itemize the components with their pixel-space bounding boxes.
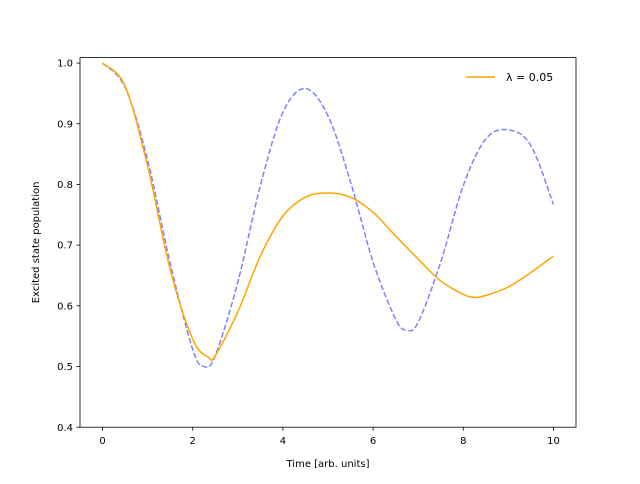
y-tick-label: 0.7 (57, 241, 73, 252)
legend: λ = 0.05 (466, 71, 553, 84)
x-tick-label: 8 (460, 436, 466, 447)
axes-frame (79, 57, 577, 428)
x-axis-ticks: 0 2 4 6 8 10 (99, 427, 560, 447)
y-tick-label: 0.4 (57, 423, 73, 434)
x-tick-label: 4 (280, 436, 286, 447)
series-line-orange (102, 62, 554, 362)
x-tick-label: 6 (370, 436, 376, 447)
y-tick-label: 0.8 (57, 180, 73, 191)
x-tick-label: 2 (190, 436, 196, 447)
y-tick-label: 1.0 (57, 59, 73, 70)
x-axis-label: Time [arb. units] (286, 459, 370, 470)
y-axis-ticks: 0.4 0.5 0.6 0.7 0.8 0.9 1.0 (57, 59, 80, 434)
y-tick-label: 0.6 (57, 301, 73, 312)
x-tick-label: 0 (99, 436, 105, 447)
y-tick-label: 0.9 (57, 119, 73, 130)
y-axis-label: Excited state population (31, 182, 42, 304)
series-layer (101, 62, 555, 368)
y-tick-label: 0.5 (57, 362, 73, 373)
legend-label: λ = 0.05 (506, 71, 553, 84)
x-tick-label: 10 (547, 436, 560, 447)
